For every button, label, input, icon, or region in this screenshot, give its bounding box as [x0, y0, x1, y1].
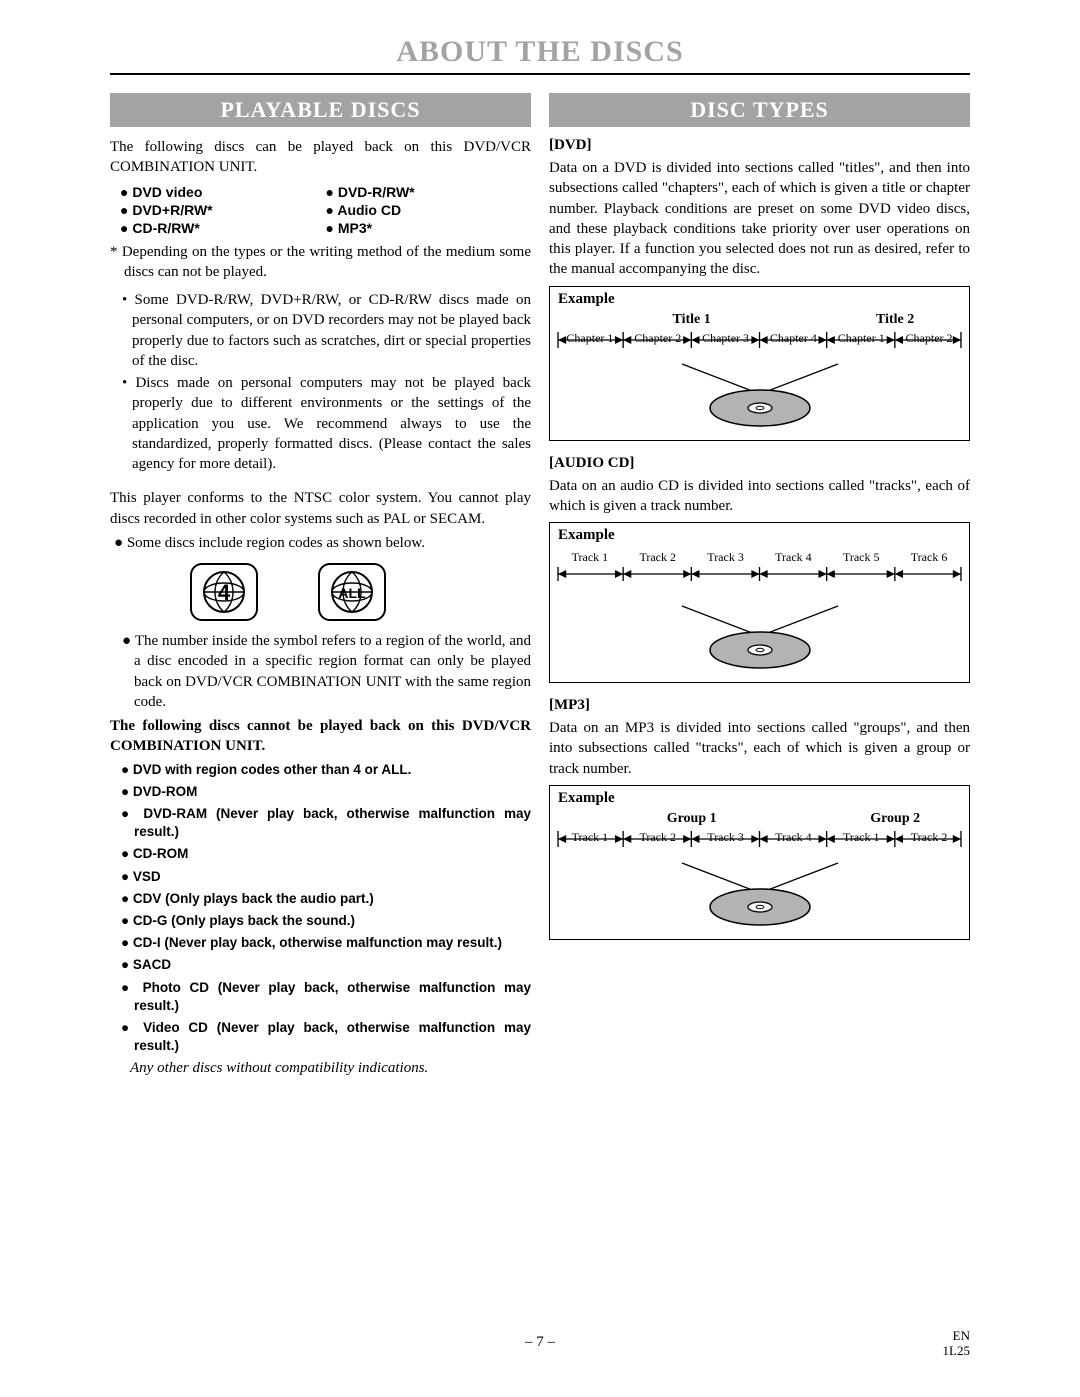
track-label: Track 4 [759, 828, 827, 845]
track-label: Track 5 [827, 548, 895, 565]
track-label: Track 1 [556, 548, 624, 565]
dvd-text: Data on a DVD is divided into sections c… [549, 158, 970, 280]
note-bullet: • Some DVD-R/RW, DVD+R/RW, or CD-R/RW di… [110, 290, 531, 371]
mp3-subhead: [MP3] [549, 697, 970, 714]
cannot-item: ● DVD-RAM (Never play back, otherwise ma… [110, 805, 531, 841]
corner-code: EN1L25 [943, 1328, 970, 1359]
track-label: Track 1 [556, 828, 624, 845]
chapter-label: Chapter 2 [624, 329, 692, 346]
audio-text: Data on an audio CD is divided into sect… [549, 476, 970, 517]
asterisk-note: * Depending on the types or the writing … [110, 242, 531, 283]
region-icons: 4 ALL [190, 563, 531, 621]
region-all-icon: ALL [318, 563, 386, 621]
ntsc-note: This player conforms to the NTSC color s… [110, 488, 531, 529]
disc-icon [680, 360, 840, 430]
region-explain: ● The number inside the symbol refers to… [110, 631, 531, 712]
page-number: – 7 – [0, 1334, 1080, 1351]
left-column: PLAYABLE DISCS The following discs can b… [110, 93, 531, 1077]
cannot-intro: The following discs cannot be played bac… [110, 716, 531, 757]
disc-item: ● Audio CD [326, 202, 532, 218]
cannot-list: ● DVD with region codes other than 4 or … [110, 761, 531, 1056]
mp3-example: Example Group 1 Group 2 [549, 785, 970, 940]
page-title: ABOUT THE DISCS [110, 35, 970, 69]
cannot-item: ● Video CD (Never play back, otherwise m… [110, 1019, 531, 1055]
audio-subhead: [AUDIO CD] [549, 455, 970, 472]
audio-example: Example Track 1 Track 2 Track 3 Track 4 … [549, 522, 970, 683]
svg-text:ALL: ALL [338, 585, 366, 601]
title-label: Title 2 [827, 312, 963, 328]
disc-item: ● DVD video [120, 184, 326, 200]
cannot-item: ● SACD [110, 956, 531, 974]
cannot-item: ● Photo CD (Never play back, otherwise m… [110, 979, 531, 1015]
cannot-item: ● VSD [110, 868, 531, 886]
track-label: Track 2 [624, 548, 692, 565]
other-discs-note: Any other discs without compatibility in… [130, 1060, 531, 1077]
disc-types-header: DISC TYPES [549, 93, 970, 127]
track-label: Track 3 [692, 548, 760, 565]
chapter-label: Chapter 3 [692, 329, 760, 346]
region-bullet: ● Some discs include region codes as sho… [110, 533, 531, 553]
cannot-item: ● DVD-ROM [110, 783, 531, 801]
track-label: Track 4 [759, 548, 827, 565]
region-4-icon: 4 [190, 563, 258, 621]
track-label: Track 3 [692, 828, 760, 845]
divider [110, 73, 970, 75]
note-bullet: • Discs made on personal computers may n… [110, 373, 531, 474]
disc-icon [680, 602, 840, 672]
playable-discs-header: PLAYABLE DISCS [110, 93, 531, 127]
chapter-label: Chapter 1 [556, 329, 624, 346]
chapter-label: Chapter 1 [827, 329, 895, 346]
cannot-item: ● CD-ROM [110, 845, 531, 863]
track-label: Track 6 [895, 548, 963, 565]
right-column: DISC TYPES [DVD] Data on a DVD is divide… [549, 93, 970, 1077]
disc-item: ● MP3* [326, 220, 532, 236]
track-label: Track 2 [895, 828, 963, 845]
disc-item: ● DVD-R/RW* [326, 184, 532, 200]
disc-item: ● CD-R/RW* [120, 220, 326, 236]
intro-text: The following discs can be played back o… [110, 137, 531, 178]
svg-text:4: 4 [218, 580, 231, 605]
cannot-item: ● DVD with region codes other than 4 or … [110, 761, 531, 779]
disc-icon [680, 859, 840, 929]
mp3-text: Data on an MP3 is divided into sections … [549, 718, 970, 779]
group-label: Group 2 [827, 811, 963, 827]
example-label: Example [558, 291, 963, 308]
arrow-diagram [556, 565, 963, 583]
disc-item: ● DVD+R/RW* [120, 202, 326, 218]
dvd-subhead: [DVD] [549, 137, 970, 154]
example-label: Example [558, 527, 963, 544]
cannot-item: ● CDV (Only plays back the audio part.) [110, 890, 531, 908]
group-label: Group 1 [556, 811, 827, 827]
cannot-item: ● CD-I (Never play back, otherwise malfu… [110, 934, 531, 952]
chapter-label: Chapter 2 [895, 329, 963, 346]
chapter-label: Chapter 4 [759, 329, 827, 346]
track-label: Track 2 [624, 828, 692, 845]
disc-list: ● DVD video ● DVD+R/RW* ● CD-R/RW* ● DVD… [120, 184, 531, 238]
title-label: Title 1 [556, 312, 827, 328]
example-label: Example [558, 790, 963, 807]
dvd-example: Example Title 1 Title 2 [549, 286, 970, 441]
cannot-item: ● CD-G (Only plays back the sound.) [110, 912, 531, 930]
track-label: Track 1 [827, 828, 895, 845]
